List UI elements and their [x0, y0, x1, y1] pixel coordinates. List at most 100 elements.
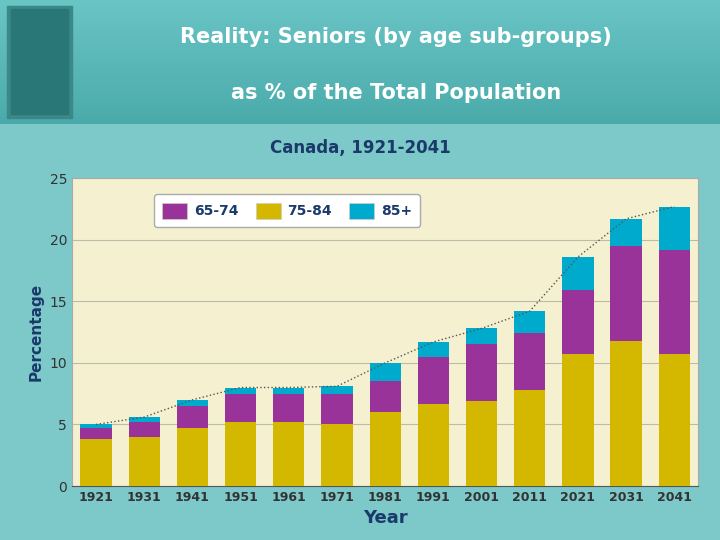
- Bar: [0, 118, 720, 119]
- Bar: [0, 21, 720, 22]
- Bar: [0, 50, 720, 51]
- Bar: [0, 108, 720, 109]
- Bar: [0, 117, 720, 118]
- Bar: [514, 333, 546, 390]
- Bar: [0, 107, 720, 108]
- Bar: [0, 62, 720, 63]
- Bar: [81, 424, 112, 428]
- Bar: [0, 122, 720, 123]
- Bar: [0, 94, 720, 96]
- Bar: [321, 424, 353, 486]
- Bar: [0, 3, 720, 4]
- Bar: [273, 422, 305, 486]
- Bar: [0, 38, 720, 40]
- Bar: [659, 206, 690, 249]
- Bar: [0, 111, 720, 112]
- Bar: [0, 17, 720, 18]
- Bar: [0, 56, 720, 57]
- Bar: [0, 92, 720, 93]
- Bar: [0, 97, 720, 98]
- Bar: [0, 52, 720, 53]
- Bar: [0, 72, 720, 73]
- Bar: [225, 394, 256, 422]
- Bar: [0, 41, 720, 42]
- Bar: [0, 123, 720, 124]
- Bar: [0, 93, 720, 94]
- Bar: [369, 381, 401, 412]
- Bar: [369, 412, 401, 486]
- Bar: [0, 79, 720, 80]
- Bar: [321, 394, 353, 424]
- Bar: [0, 59, 720, 61]
- Bar: [0, 36, 720, 37]
- Bar: [0, 43, 720, 45]
- Bar: [0, 99, 720, 100]
- Bar: [0, 26, 720, 28]
- Bar: [562, 290, 593, 354]
- Bar: [0, 55, 720, 56]
- Bar: [0, 96, 720, 97]
- Bar: [418, 342, 449, 357]
- Bar: [0, 5, 720, 6]
- Bar: [0, 113, 720, 114]
- Bar: [0, 119, 720, 120]
- Bar: [0, 31, 720, 32]
- Bar: [0, 24, 720, 25]
- Text: Canada, 1921-2041: Canada, 1921-2041: [269, 139, 451, 158]
- Bar: [321, 386, 353, 394]
- Bar: [466, 345, 498, 401]
- Bar: [0, 104, 720, 106]
- Bar: [659, 249, 690, 354]
- Bar: [0, 45, 720, 46]
- Bar: [514, 390, 546, 486]
- Bar: [418, 403, 449, 486]
- Bar: [0, 68, 720, 70]
- Bar: [0, 88, 720, 90]
- Bar: [418, 357, 449, 403]
- Bar: [0, 103, 720, 104]
- Bar: [0, 58, 720, 59]
- Bar: [0, 14, 720, 15]
- Bar: [0, 65, 720, 66]
- Bar: [0, 100, 720, 102]
- Bar: [0, 84, 720, 86]
- Text: Reality: Seniors (by age sub-groups): Reality: Seniors (by age sub-groups): [180, 27, 612, 48]
- Bar: [0, 66, 720, 67]
- Bar: [225, 422, 256, 486]
- Bar: [611, 341, 642, 486]
- Bar: [0, 106, 720, 107]
- Bar: [0, 78, 720, 79]
- Bar: [0, 67, 720, 68]
- Bar: [177, 400, 208, 406]
- Bar: [0, 120, 720, 122]
- Bar: [129, 422, 160, 437]
- Bar: [0, 33, 720, 35]
- Y-axis label: Percentage: Percentage: [29, 283, 44, 381]
- Bar: [0, 9, 720, 10]
- Bar: [0, 114, 720, 116]
- Text: as % of the Total Population: as % of the Total Population: [231, 83, 561, 103]
- Bar: [0, 25, 720, 26]
- Bar: [0, 77, 720, 78]
- Bar: [7, 6, 72, 118]
- Bar: [0, 28, 720, 29]
- Bar: [562, 257, 593, 290]
- Bar: [11, 9, 68, 114]
- Bar: [0, 11, 720, 12]
- Bar: [0, 98, 720, 99]
- Bar: [0, 63, 720, 65]
- Legend: 65-74, 75-84, 85+: 65-74, 75-84, 85+: [154, 194, 420, 227]
- Bar: [0, 53, 720, 55]
- Bar: [0, 76, 720, 77]
- Bar: [0, 15, 720, 16]
- Bar: [0, 42, 720, 44]
- Bar: [466, 328, 498, 345]
- Bar: [177, 428, 208, 486]
- Bar: [659, 354, 690, 486]
- Bar: [0, 40, 720, 41]
- Bar: [81, 439, 112, 486]
- Bar: [0, 12, 720, 14]
- Bar: [0, 91, 720, 92]
- Bar: [0, 10, 720, 11]
- Bar: [0, 102, 720, 103]
